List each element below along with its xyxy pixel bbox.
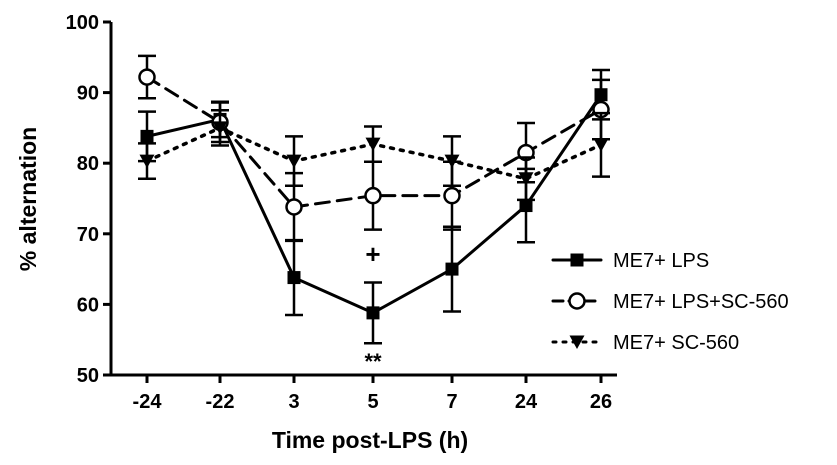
- data-point: [365, 137, 381, 152]
- annotation: +: [365, 239, 380, 269]
- legend-label: ME7+ SC-560: [613, 332, 739, 354]
- legend-marker: [570, 253, 584, 267]
- y-tick-label: 60: [77, 294, 99, 316]
- data-point: [138, 68, 156, 86]
- data-point: [593, 138, 609, 152]
- legend-label: ME7+ LPS: [613, 250, 709, 272]
- data-point: [286, 154, 302, 169]
- data-point: [443, 186, 461, 205]
- legend-label: ME7+ LPS+SC-560: [613, 291, 789, 313]
- data-point: [366, 306, 380, 320]
- data-point: [518, 172, 534, 186]
- y-tick-label: 80: [77, 153, 99, 175]
- x-tick-label: -22: [206, 391, 235, 413]
- y-axis-title: % alternation: [15, 127, 41, 271]
- x-tick-label: 5: [367, 391, 378, 413]
- x-tick-label: 24: [515, 391, 538, 413]
- data-point: [364, 186, 382, 205]
- annotation-layer: + **: [364, 239, 382, 374]
- data-point: [139, 154, 155, 169]
- data-point: [212, 121, 228, 135]
- data-point: [285, 198, 303, 216]
- data-point: [519, 199, 533, 213]
- x-tick-label: -24: [133, 391, 163, 413]
- y-tick-label: 100: [66, 12, 99, 34]
- legend-item-2: ME7+ LPS+SC-560: [551, 291, 789, 313]
- data-point: [140, 129, 154, 143]
- x-tick-label: 3: [288, 391, 299, 413]
- data-point: [287, 271, 301, 285]
- legend: ME7+ LPS ME7+ LPS+SC-560 ME7+ SC-560: [551, 250, 789, 354]
- legend-marker: [569, 335, 585, 349]
- x-tick-label: 7: [446, 391, 457, 413]
- axes: 50 60 70 80 90 100 -24 -22 3 5 7 24 26: [66, 12, 617, 413]
- annotation: **: [364, 349, 382, 374]
- data-point: [445, 262, 459, 276]
- y-tick-label: 50: [77, 365, 99, 387]
- data-point: [444, 154, 460, 169]
- legend-item-3: ME7+ SC-560: [551, 332, 739, 354]
- legend-marker: [568, 292, 586, 310]
- series-layer: [138, 54, 610, 345]
- y-tick-label: 70: [77, 224, 99, 246]
- y-tick-label: 90: [77, 83, 99, 105]
- x-axis-title: Time post-LPS (h): [272, 427, 468, 453]
- series-3: [138, 109, 610, 202]
- legend-item-1: ME7+ LPS: [551, 250, 709, 272]
- x-tick-label: 26: [590, 391, 612, 413]
